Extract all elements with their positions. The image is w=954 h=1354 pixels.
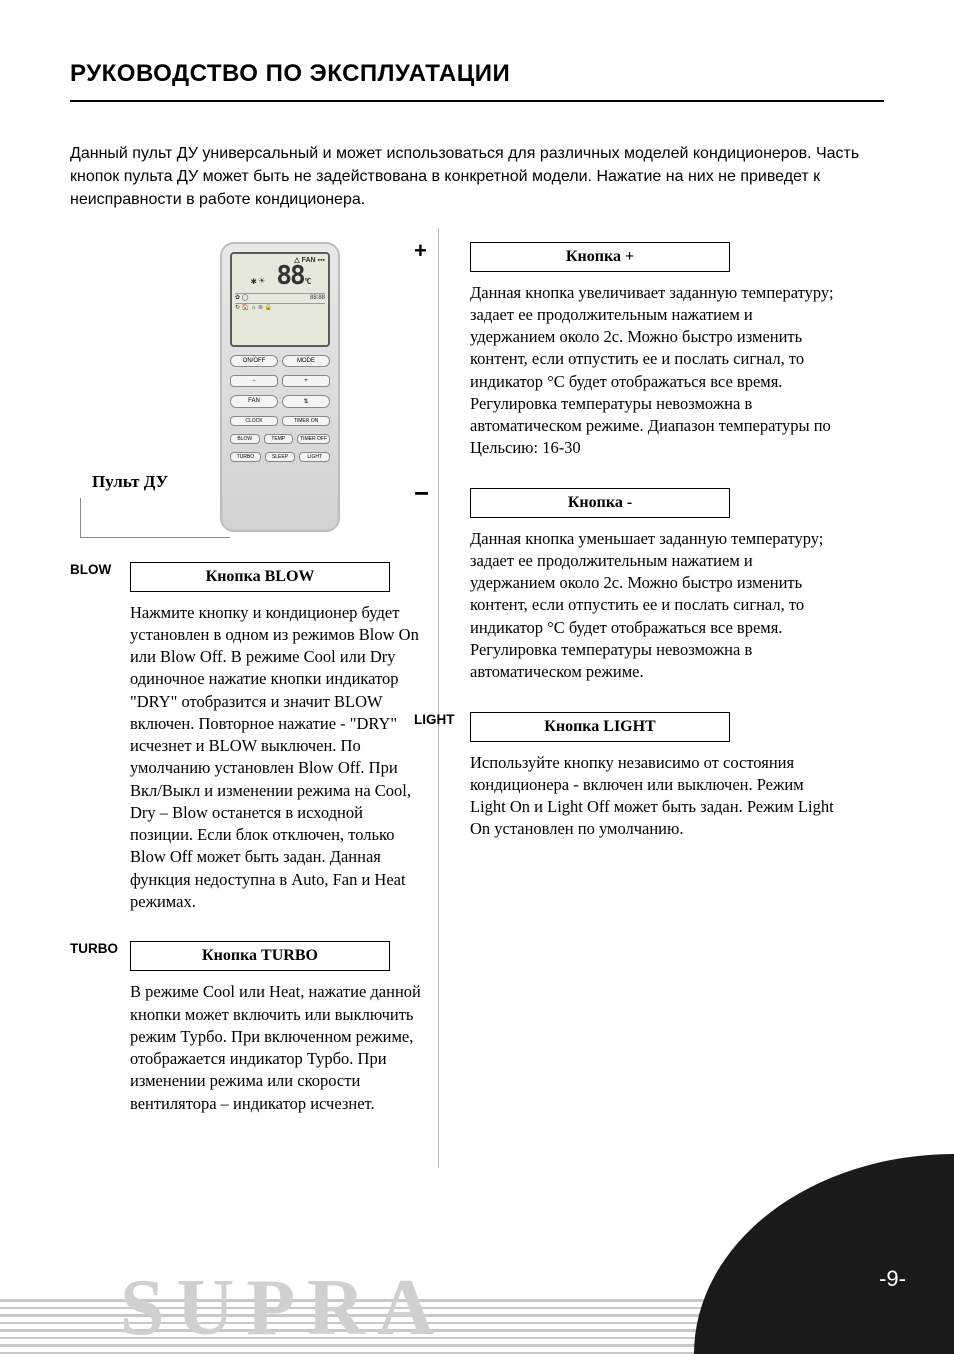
intro-paragraph: Данный пульт ДУ универсальный и может ис… — [70, 142, 884, 212]
tag-blow: BLOW — [70, 562, 111, 577]
remote-btn-turbo: TURBO — [230, 452, 261, 462]
body-plus: Данная кнопка увеличивает заданную темпе… — [470, 282, 840, 460]
section-blow: BLOW Кнопка BLOW Нажмите кнопку и кондиц… — [70, 562, 430, 914]
remote-btn-sleep: SLEEP — [265, 452, 296, 462]
column-divider — [438, 228, 439, 1168]
page-title: РУКОВОДСТВО ПО ЭКСПЛУАТАЦИИ — [70, 60, 884, 102]
lcd-unit: °C — [304, 277, 310, 286]
page-number: -9- — [879, 1266, 906, 1292]
remote-btn-temp: TEMP — [264, 434, 294, 444]
remote-btn-blow: BLOW — [230, 434, 260, 444]
body-minus: Данная кнопка уменьшает заданную темпера… — [470, 528, 840, 684]
heading-blow: Кнопка BLOW — [130, 562, 390, 592]
remote-btn-swing: ⇅ — [282, 395, 330, 408]
remote-btn-timeroff: TIMER OFF — [297, 434, 330, 444]
remote-btn-light: LIGHT — [299, 452, 330, 462]
remote-btn-timeron: TIMER ON — [282, 416, 330, 426]
body-light: Используйте кнопку независимо от состоян… — [470, 752, 840, 841]
remote-control-illustration: △ FAN ▪▪▪ ✱ ☀ 88°C ✿ ◯88:88 ↻ 🏠 ☼ ≋ 🔒 ON… — [220, 242, 340, 532]
body-turbo: В режиме Cool или Heat, нажатие данной к… — [130, 981, 430, 1115]
remote-lcd: △ FAN ▪▪▪ ✱ ☀ 88°C ✿ ◯88:88 ↻ 🏠 ☼ ≋ 🔒 — [230, 252, 330, 347]
remote-btn-minus: − — [230, 375, 278, 387]
section-plus: + Кнопка + Данная кнопка увеличивает зад… — [460, 242, 840, 460]
section-light: LIGHT Кнопка LIGHT Используйте кнопку не… — [460, 712, 840, 841]
remote-btn-plus: + — [282, 375, 330, 387]
brand-watermark: SUPRA — [120, 1263, 447, 1354]
tag-light: LIGHT — [414, 712, 455, 727]
heading-light: Кнопка LIGHT — [470, 712, 730, 742]
heading-plus: Кнопка + — [470, 242, 730, 272]
section-minus: − Кнопка - Данная кнопка уменьшает задан… — [460, 488, 840, 684]
corner-decoration — [694, 1154, 954, 1354]
remote-btn-fan: FAN — [230, 395, 278, 408]
lcd-time: 88:88 — [310, 295, 325, 302]
remote-label: Пульт ДУ — [92, 472, 168, 492]
body-blow: Нажмите кнопку и кондиционер будет устан… — [130, 602, 430, 914]
remote-callout-line — [80, 498, 230, 538]
tag-plus: + — [414, 238, 427, 264]
section-turbo: TURBO Кнопка TURBO В режиме Cool или Hea… — [70, 941, 430, 1115]
heading-turbo: Кнопка TURBO — [130, 941, 390, 971]
heading-minus: Кнопка - — [470, 488, 730, 518]
lcd-temp: 88 — [276, 261, 303, 291]
tag-minus: − — [414, 478, 429, 509]
tag-turbo: TURBO — [70, 941, 118, 956]
page-footer: SUPRA -9- — [0, 1244, 954, 1354]
remote-btn-onoff: ON/OFF — [230, 355, 278, 367]
remote-btn-mode: MODE — [282, 355, 330, 367]
remote-btn-clock: CLOCK — [230, 416, 278, 426]
